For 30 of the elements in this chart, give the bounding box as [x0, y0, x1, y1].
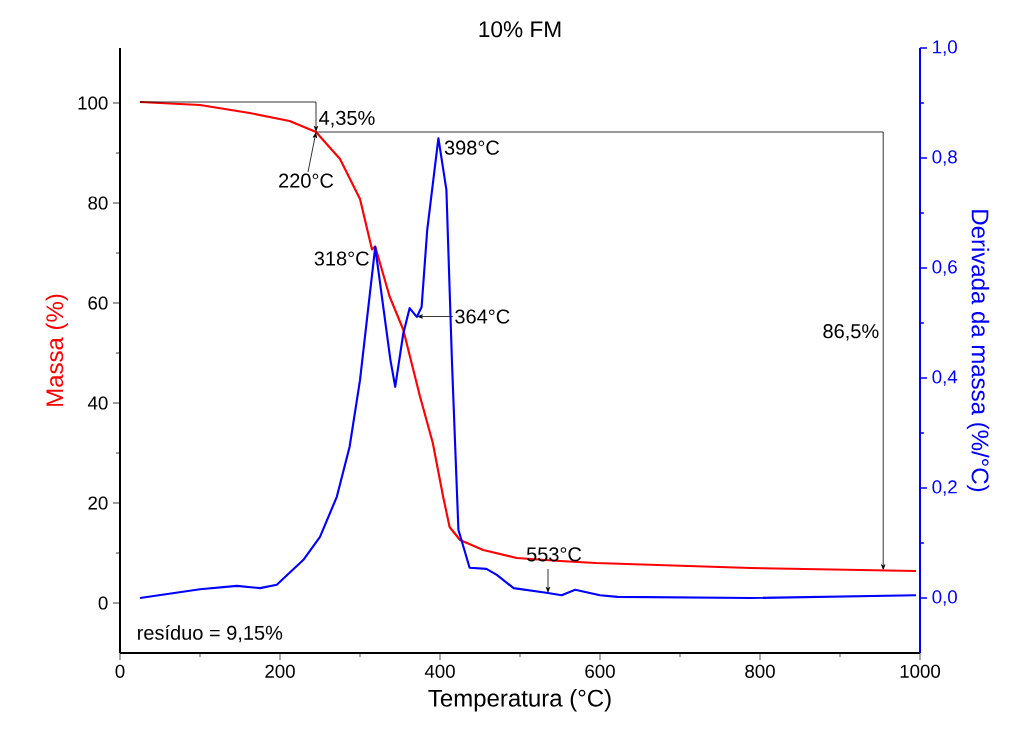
annotation: 318°C	[314, 251, 369, 266]
y-tick-label: 40	[87, 396, 108, 410]
y2-axis-title: Derivada da massa (%/°C)	[966, 210, 990, 492]
x-tick-label: 400	[424, 664, 455, 678]
x-tick-label: 600	[585, 664, 615, 678]
annotation: 220°C	[279, 173, 334, 188]
x-tick-label: 1000	[900, 664, 941, 678]
y2-tick-label: 0,4	[932, 370, 958, 386]
chart-title: 10% FM	[479, 21, 561, 38]
annotation: 364°C	[455, 309, 510, 324]
x-tick-label: 800	[745, 664, 775, 678]
y-tick-label: 20	[88, 496, 108, 510]
y2-tick-label: 0,8	[932, 150, 957, 166]
x-axis-title: Temperatura (°C)	[428, 689, 611, 712]
annotation: 86,5%	[823, 324, 879, 341]
annotation: 398°C	[444, 140, 500, 155]
x-tick-label: 200	[265, 664, 295, 678]
y-tick-label: 0	[98, 596, 108, 610]
y-tick-label: 60	[88, 296, 108, 310]
annotation: resíduo = 9,15%	[138, 624, 283, 643]
y2-tick-label: 0,6	[932, 260, 957, 276]
annotation: 553°C	[526, 547, 582, 562]
y-tick-label: 80	[88, 196, 108, 210]
y2-tick-label: 1,0	[933, 40, 957, 56]
y2-tick-label: 0,0	[932, 590, 957, 606]
y2-tick-label: 0,2	[932, 480, 957, 496]
x-tick-label: 0	[115, 664, 125, 678]
y-tick-label: 100	[78, 96, 108, 110]
annotation: 4,35%	[319, 110, 375, 128]
y-axis-title: Massa (%)	[45, 294, 68, 406]
